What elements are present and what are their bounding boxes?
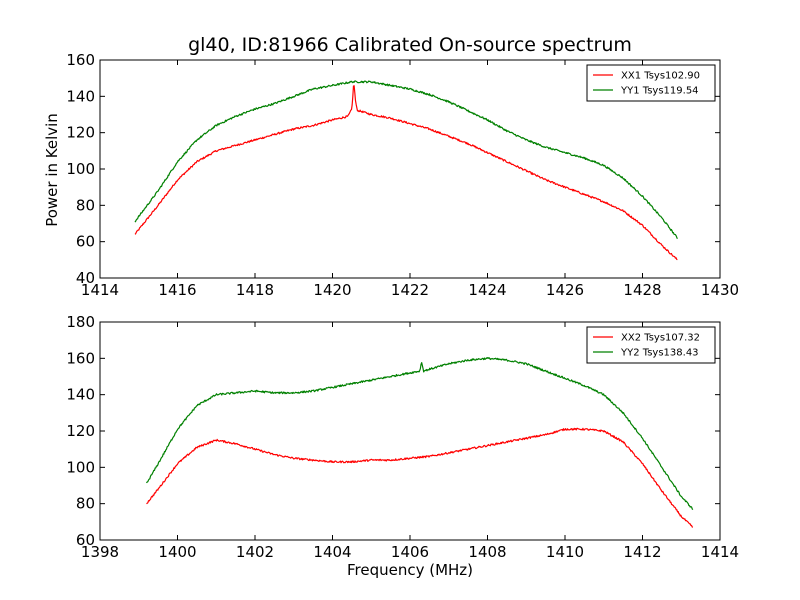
y-tick-label: 120 xyxy=(66,124,95,142)
y-tick-label: 120 xyxy=(66,422,95,440)
y-tick-label: 100 xyxy=(66,160,95,178)
y-axis-label: Power in Kelvin xyxy=(43,113,61,227)
x-tick-label: 1430 xyxy=(701,281,739,299)
x-tick-label: 1420 xyxy=(313,281,351,299)
y-tick-label: 180 xyxy=(66,313,95,331)
y-tick-label: 160 xyxy=(66,51,95,69)
legend-box xyxy=(586,64,716,102)
x-tick-label: 1428 xyxy=(623,281,661,299)
x-tick-label: 1424 xyxy=(468,281,506,299)
y-tick-label: 140 xyxy=(66,87,95,105)
x-tick-label: 1414 xyxy=(701,543,739,561)
series-line-2-1 xyxy=(146,427,694,528)
x-tick-label: 1408 xyxy=(468,543,506,561)
x-tick-label: 1406 xyxy=(391,543,429,561)
y-tick-label: 80 xyxy=(76,495,95,513)
y-tick-label: 160 xyxy=(66,349,95,367)
x-tick-label: 1402 xyxy=(236,543,274,561)
x-tick-label: 1400 xyxy=(158,543,196,561)
series-line-1-1 xyxy=(134,85,678,261)
x-tick-label: 1410 xyxy=(546,543,584,561)
y-tick-label: 60 xyxy=(76,233,95,251)
x-tick-label: 1398 xyxy=(81,543,119,561)
y-tick-label: 60 xyxy=(76,531,95,549)
y-tick-label: 40 xyxy=(76,269,95,287)
x-axis-label: Frequency (MHz) xyxy=(346,561,474,579)
series-line-1-2 xyxy=(134,80,678,239)
legend-label: XX2 Tsys107.32 xyxy=(621,333,700,344)
legend-label: YY2 Tsys138.43 xyxy=(620,348,699,359)
y-tick-label: 80 xyxy=(76,196,95,214)
y-tick-label: 140 xyxy=(66,386,95,404)
legend-label: XX1 Tsys102.90 xyxy=(621,71,700,82)
x-tick-label: 1404 xyxy=(313,543,351,561)
x-tick-label: 1416 xyxy=(158,281,196,299)
y-tick-label: 100 xyxy=(66,458,95,476)
legend-label: YY1 Tsys119.54 xyxy=(620,86,699,97)
x-tick-label: 1418 xyxy=(236,281,274,299)
series-line-2-2 xyxy=(145,357,694,511)
legend-box xyxy=(586,326,716,364)
x-tick-label: 1426 xyxy=(546,281,584,299)
x-tick-label: 1412 xyxy=(623,543,661,561)
x-tick-label: 1414 xyxy=(81,281,119,299)
x-tick-label: 1422 xyxy=(391,281,429,299)
chart-title: gl40, ID:81966 Calibrated On-source spec… xyxy=(188,34,632,56)
